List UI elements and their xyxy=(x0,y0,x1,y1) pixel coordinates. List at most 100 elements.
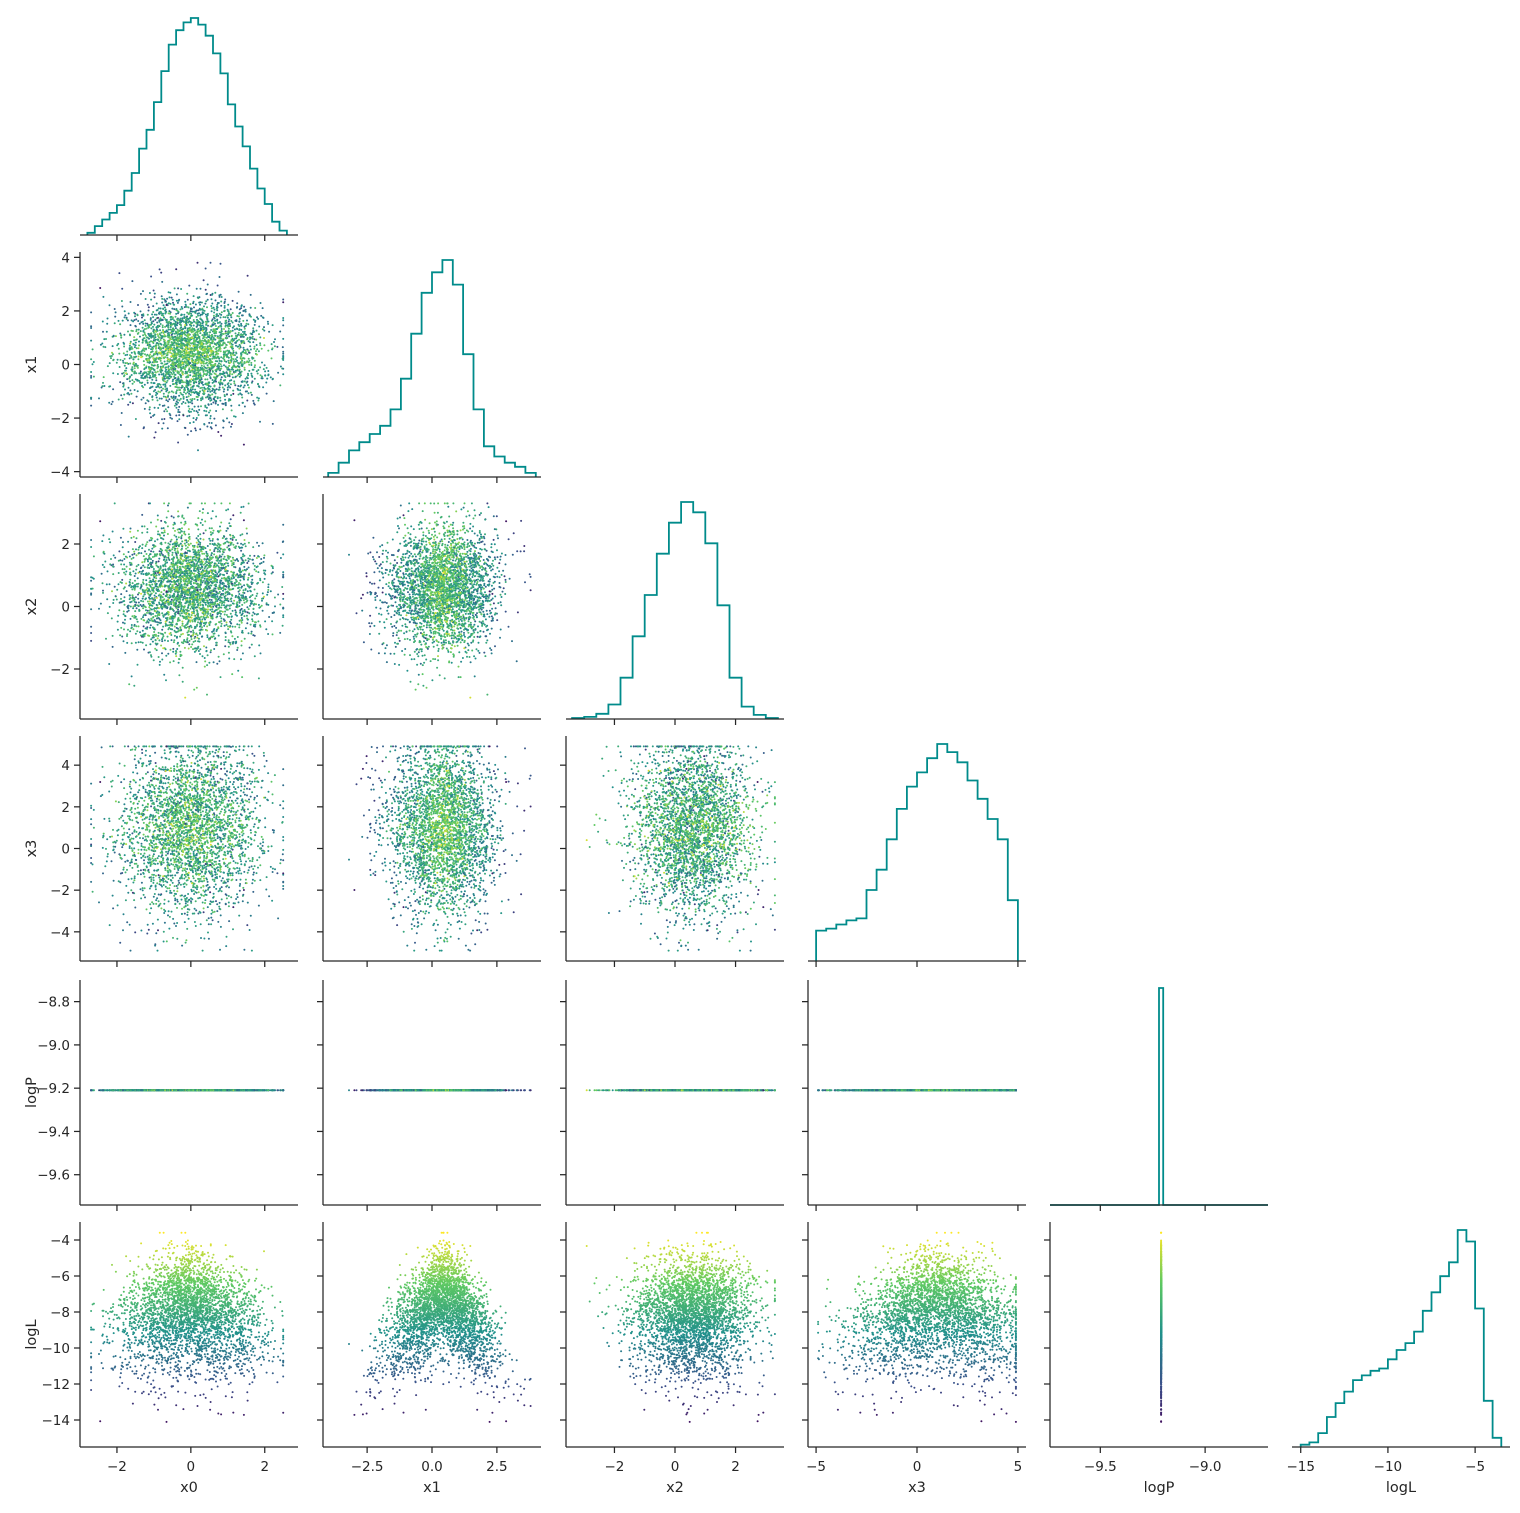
scatter-point xyxy=(182,374,184,376)
scatter-point xyxy=(213,381,215,383)
scatter-point xyxy=(213,398,215,400)
scatter-point xyxy=(223,356,225,358)
scatter-point xyxy=(142,397,144,399)
scatter-point xyxy=(232,312,234,314)
scatter-point xyxy=(255,339,257,341)
scatter-point xyxy=(93,376,95,378)
scatter-point xyxy=(215,424,217,426)
scatter-point xyxy=(174,397,176,399)
scatter-point xyxy=(251,375,253,377)
scatter-point xyxy=(162,384,164,386)
scatter-point xyxy=(194,398,196,400)
scatter-point xyxy=(161,367,163,369)
scatter-point xyxy=(250,373,252,375)
scatter-point xyxy=(103,346,105,348)
scatter-point xyxy=(137,347,139,349)
scatter-point xyxy=(244,380,246,382)
scatter-point xyxy=(210,377,212,379)
scatter-point xyxy=(199,387,201,389)
scatter-point xyxy=(213,322,215,324)
scatter-point xyxy=(235,371,237,373)
scatter-point xyxy=(246,390,248,392)
scatter-point xyxy=(128,313,130,315)
scatter-point xyxy=(234,384,236,386)
scatter-point xyxy=(227,325,229,327)
scatter-point xyxy=(209,410,211,412)
scatter-point xyxy=(175,316,177,318)
scatter-point xyxy=(204,355,206,357)
scatter-point xyxy=(112,401,114,403)
scatter-point xyxy=(263,337,265,339)
scatter-point xyxy=(191,408,193,410)
scatter-point xyxy=(240,329,242,331)
scatter-point xyxy=(219,360,221,362)
scatter-point xyxy=(192,372,194,374)
scatter-point xyxy=(179,382,181,384)
scatter-point xyxy=(184,326,186,328)
scatter-point xyxy=(170,367,172,369)
scatter-point xyxy=(246,323,248,325)
scatter-point xyxy=(178,418,180,420)
scatter-point xyxy=(226,344,228,346)
scatter-point xyxy=(210,399,212,401)
scatter-point xyxy=(226,417,228,419)
scatter-point xyxy=(158,325,160,327)
scatter-point xyxy=(191,400,193,402)
scatter-point xyxy=(150,299,152,301)
scatter-point xyxy=(152,330,154,332)
scatter-point xyxy=(152,376,154,378)
scatter-point xyxy=(183,398,185,400)
scatter-point xyxy=(193,295,195,297)
scatter-point xyxy=(227,304,229,306)
scatter-point xyxy=(237,385,239,387)
scatter-point xyxy=(150,327,152,329)
scatter-point xyxy=(215,325,217,327)
scatter-point xyxy=(243,336,245,338)
scatter-point xyxy=(206,334,208,336)
scatter-point xyxy=(229,323,231,325)
scatter-point xyxy=(246,361,248,363)
scatter-point xyxy=(207,371,209,373)
scatter-point xyxy=(183,391,185,393)
scatter-point xyxy=(144,353,146,355)
scatter-point xyxy=(152,305,154,307)
scatter-point xyxy=(173,356,175,358)
scatter-point xyxy=(256,348,258,350)
scatter-point xyxy=(223,347,225,349)
scatter-point xyxy=(197,297,199,299)
scatter-point xyxy=(216,306,218,308)
scatter-point xyxy=(210,361,212,363)
scatter-point xyxy=(231,341,233,343)
scatter-point xyxy=(175,308,177,310)
scatter-point xyxy=(200,398,202,400)
scatter-point xyxy=(221,365,223,367)
scatter-point xyxy=(154,319,156,321)
scatter-point xyxy=(203,424,205,426)
scatter-point xyxy=(212,354,214,356)
scatter-point xyxy=(150,319,152,321)
scatter-point xyxy=(242,412,244,414)
scatter-point xyxy=(196,344,198,346)
scatter-point xyxy=(234,365,236,367)
scatter-point xyxy=(188,306,190,308)
scatter-point xyxy=(189,371,191,373)
scatter-point xyxy=(217,431,219,433)
scatter-point xyxy=(162,352,164,354)
scatter-point xyxy=(134,346,136,348)
scatter-point xyxy=(282,346,284,348)
scatter-point xyxy=(185,393,187,395)
scatter-point xyxy=(227,317,229,319)
scatter-point xyxy=(211,298,213,300)
scatter-point xyxy=(183,381,185,383)
scatter-point xyxy=(135,342,137,344)
scatter-point xyxy=(190,315,192,317)
scatter-point xyxy=(174,362,176,364)
scatter-point xyxy=(142,386,144,388)
scatter-point xyxy=(223,391,225,393)
scatter-point xyxy=(217,396,219,398)
scatter-point xyxy=(166,410,168,412)
scatter-point xyxy=(133,381,135,383)
scatter-point xyxy=(205,321,207,323)
scatter-point xyxy=(175,313,177,315)
scatter-point xyxy=(205,414,207,416)
